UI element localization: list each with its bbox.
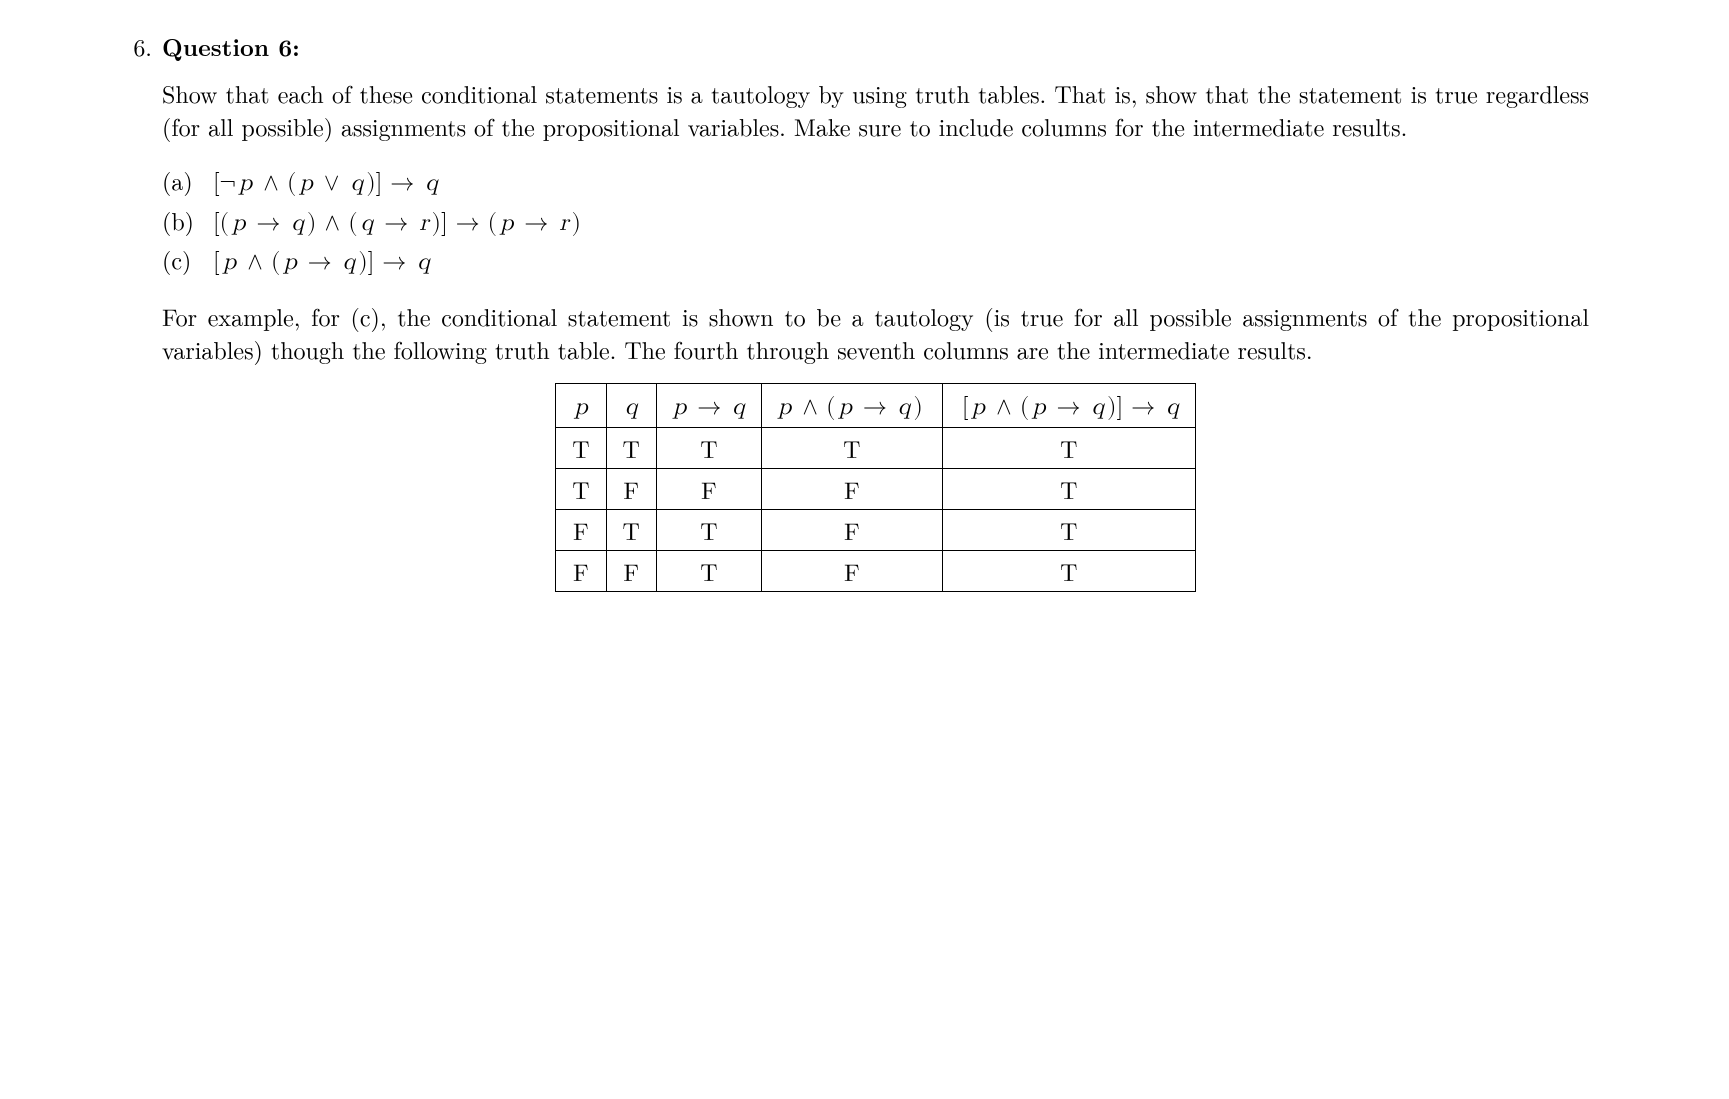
sub-list: (a) [¬p ∧ (p ∨ q)] → q (b) [(p → q) ∧ (q…	[162, 164, 1589, 278]
col-p-imp-q: p → q	[656, 384, 761, 428]
sub-item-c: (c) [p ∧ (p → q)] → q	[162, 243, 1589, 278]
col-q: q	[606, 384, 656, 428]
cell: T	[942, 469, 1195, 510]
col-p-and-pimpq: p ∧ (p → q)	[761, 384, 942, 428]
col-p: p	[556, 384, 606, 428]
cell: T	[942, 551, 1195, 592]
expression-c: [p ∧ (p → q)] → q	[210, 246, 430, 278]
sub-label-b: (b)	[162, 204, 210, 236]
cell: T	[556, 469, 606, 510]
table-row: F F T F T	[556, 551, 1196, 592]
question-number: 6.	[110, 30, 162, 62]
cell: F	[606, 469, 656, 510]
cell: F	[761, 510, 942, 551]
cell: F	[656, 469, 761, 510]
truth-table: p q p → q p ∧ (p → q) [p ∧ (p → q)] → q …	[555, 383, 1196, 592]
question-title: Question 6:	[162, 30, 300, 64]
sub-label-a: (a)	[162, 164, 210, 196]
expression-b: [(p → q) ∧ (q → r)] → (p → r)	[210, 207, 584, 239]
cell: F	[556, 551, 606, 592]
expression-a: [¬p ∧ (p ∨ q)] → q	[210, 167, 438, 199]
cell: T	[656, 510, 761, 551]
cell: T	[606, 428, 656, 469]
cell: T	[556, 428, 606, 469]
cell: F	[761, 551, 942, 592]
question-block: 6. Question 6: Show that each of these c…	[110, 30, 1589, 592]
table-row: T F F F T	[556, 469, 1196, 510]
table-row: F T T F T	[556, 510, 1196, 551]
cell: T	[606, 510, 656, 551]
table-row: T T T T T	[556, 428, 1196, 469]
cell: T	[656, 551, 761, 592]
sub-item-b: (b) [(p → q) ∧ (q → r)] → (p → r)	[162, 204, 1589, 239]
sub-label-c: (c)	[162, 243, 210, 275]
paragraph-2: For example, for (c), the conditional st…	[162, 300, 1589, 365]
sub-item-a: (a) [¬p ∧ (p ∨ q)] → q	[162, 164, 1589, 199]
table-wrap: p q p → q p ∧ (p → q) [p ∧ (p → q)] → q …	[162, 383, 1589, 592]
paragraph-1: Show that each of these conditional stat…	[162, 77, 1589, 142]
page: 6. Question 6: Show that each of these c…	[0, 0, 1729, 1099]
cell: T	[761, 428, 942, 469]
cell: F	[606, 551, 656, 592]
cell: T	[942, 428, 1195, 469]
cell: F	[556, 510, 606, 551]
question-body: Question 6: Show that each of these cond…	[162, 30, 1589, 592]
cell: F	[761, 469, 942, 510]
table-header-row: p q p → q p ∧ (p → q) [p ∧ (p → q)] → q	[556, 384, 1196, 428]
cell: T	[656, 428, 761, 469]
cell: T	[942, 510, 1195, 551]
col-final: [p ∧ (p → q)] → q	[942, 384, 1195, 428]
